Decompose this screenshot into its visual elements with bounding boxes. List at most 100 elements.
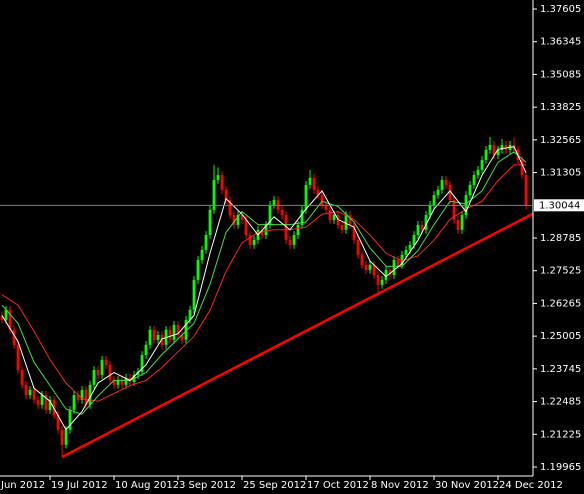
candle-body — [232, 215, 236, 225]
candle-body — [316, 189, 320, 196]
y-tick-label: 1.26265 — [540, 298, 581, 309]
candle-body — [100, 359, 104, 375]
candle-body — [292, 235, 296, 245]
y-tick-label: 1.32565 — [540, 135, 581, 146]
candle-body — [68, 410, 72, 430]
y-tick-label: 1.33825 — [540, 102, 581, 113]
candle-body — [4, 309, 8, 320]
candle-body — [348, 215, 352, 225]
y-tick-label: 1.21225 — [540, 429, 581, 440]
candle-body — [248, 235, 252, 245]
candle-body — [40, 394, 44, 405]
candle-body — [420, 224, 424, 230]
y-tick-label: 1.23745 — [540, 364, 581, 375]
x-tick-label: 10 Aug 2012 — [115, 480, 179, 491]
candle-body — [180, 334, 184, 340]
candle-body — [520, 159, 524, 176]
candle-body — [484, 149, 488, 160]
candle-body — [340, 224, 344, 230]
moving-average-line — [1, 146, 527, 431]
candle-body — [172, 324, 176, 340]
plot-area — [0, 136, 533, 459]
candle-body — [260, 229, 264, 236]
candle-body — [388, 269, 392, 275]
candle-body — [344, 215, 348, 230]
candle-body — [160, 334, 164, 345]
candle-body — [424, 215, 428, 230]
x-tick-label: Jun 2012 — [0, 480, 45, 491]
candle-body — [372, 264, 376, 275]
candle-body — [448, 184, 452, 200]
candle-body — [360, 254, 364, 265]
candle-body — [496, 149, 500, 156]
candle-body — [212, 179, 216, 210]
moving-average-line — [1, 151, 527, 415]
candle-body — [76, 394, 80, 400]
candle-body — [184, 319, 188, 340]
candle-body — [44, 394, 48, 411]
x-tick-label: 3 Sep 2012 — [179, 480, 236, 491]
candle-body — [492, 144, 496, 156]
candle-body — [124, 377, 128, 385]
x-tick-label: 17 Oct 2012 — [307, 480, 369, 491]
candle-body — [196, 259, 200, 280]
candle-body — [452, 199, 456, 220]
candle-body — [148, 329, 152, 345]
candle-body — [48, 399, 52, 411]
candle-body — [20, 370, 24, 385]
candle-body — [36, 399, 40, 405]
candle-body — [192, 279, 196, 310]
candle-body — [384, 269, 388, 280]
x-tick-label: 25 Sep 2012 — [243, 480, 306, 491]
candle-body — [480, 159, 484, 170]
candle-body — [324, 204, 328, 210]
candle-body — [188, 309, 192, 320]
candle-body — [116, 379, 120, 385]
current-price-box — [534, 199, 584, 212]
candle-body — [312, 177, 316, 190]
candle-body — [108, 364, 112, 380]
candle-body — [252, 239, 256, 245]
candle-body — [428, 204, 432, 216]
candle-body — [104, 359, 108, 365]
candle-body — [224, 189, 228, 200]
candle-body — [352, 224, 356, 240]
candle-body — [392, 259, 396, 275]
candle-body — [332, 215, 336, 220]
candle-body — [80, 390, 84, 400]
y-tick-label: 1.37605 — [540, 4, 581, 15]
candle-body — [72, 394, 76, 411]
candle-body — [408, 244, 412, 250]
candle-body — [488, 144, 492, 150]
candle-body — [432, 195, 436, 205]
candle-body — [284, 215, 288, 240]
candle-body — [460, 215, 464, 230]
candle-body — [96, 370, 100, 375]
candle-body — [328, 209, 332, 220]
y-tick-label: 1.25005 — [540, 331, 581, 342]
candle-body — [412, 235, 416, 245]
candle-body — [404, 249, 408, 255]
candle-body — [92, 370, 96, 385]
candle-body — [156, 334, 160, 340]
y-tick-label: 1.19965 — [540, 462, 581, 473]
y-tick-label: 1.35085 — [540, 69, 581, 80]
candle-body — [60, 429, 64, 445]
current-price-label: 1.30044 — [539, 200, 580, 211]
candle-body — [244, 219, 248, 236]
y-tick-label: 1.31305 — [540, 168, 581, 179]
candle-body — [208, 209, 212, 236]
candle-body — [268, 204, 272, 225]
candle-body — [144, 344, 148, 355]
candle-body — [64, 429, 68, 445]
candle-body — [504, 144, 508, 150]
candle-body — [112, 379, 116, 385]
candle-body — [140, 354, 144, 372]
candle-body — [296, 224, 300, 236]
y-tick-label: 1.22485 — [540, 397, 581, 408]
candle-body — [28, 390, 32, 395]
candle-body — [472, 175, 476, 185]
candle-body — [240, 215, 244, 220]
candle-body — [368, 264, 372, 270]
